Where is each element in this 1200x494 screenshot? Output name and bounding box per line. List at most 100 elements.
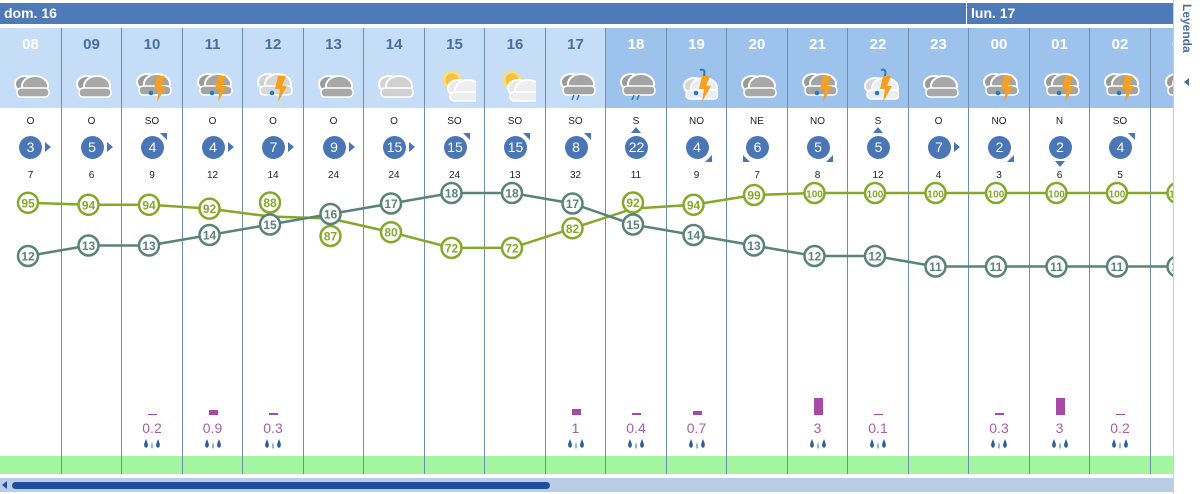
svg-text:11: 11 xyxy=(1171,260,1173,274)
wind-speed: 8 xyxy=(564,136,588,159)
precip-value: 0.4 xyxy=(626,420,646,436)
hour-label: 22 xyxy=(869,36,887,53)
precip-bar xyxy=(571,409,581,415)
wind-direction: SO xyxy=(144,116,160,127)
hour-band: 16 xyxy=(485,28,545,108)
hour-label: 16 xyxy=(506,36,524,53)
wind-direction: SO xyxy=(447,116,462,127)
precip-value: 0.3 xyxy=(989,420,1009,436)
temperature-point: 12 xyxy=(16,244,40,268)
humidity-point: 94 xyxy=(682,193,705,217)
scrollbar-thumb[interactable] xyxy=(12,482,550,489)
cloudy-icon xyxy=(73,66,113,102)
wind-arrow-icon xyxy=(106,142,113,152)
wind-speed: 22 xyxy=(625,136,648,159)
temperature-point: 18 xyxy=(440,181,463,205)
wind-arrow-icon xyxy=(825,155,833,162)
precip-bar xyxy=(269,413,278,415)
svg-text:13: 13 xyxy=(142,239,156,253)
scroll-left-arrow-icon[interactable] xyxy=(2,481,7,489)
wind-gust: 9 xyxy=(149,170,155,181)
storm-icon xyxy=(133,66,173,102)
hour-column-19: 19 NO 4 9 0.7 xyxy=(665,28,727,474)
svg-text:13: 13 xyxy=(82,239,96,253)
hour-column-11: 11 O 4 12 0.9 xyxy=(181,28,243,474)
storm-icon xyxy=(1101,66,1141,102)
hour-column-22: 22 S 5 12 0.1 xyxy=(847,28,908,474)
hour-column-12: 12 O 7 14 0.3 xyxy=(242,28,303,474)
cloudy-icon xyxy=(315,66,355,102)
wind-speed: 7 xyxy=(927,136,951,159)
wind-gust: 5 xyxy=(1117,170,1123,181)
svg-text:15: 15 xyxy=(626,218,640,232)
storm-icon xyxy=(1162,66,1173,102)
storm-icon xyxy=(1041,66,1081,102)
hour-label: 11 xyxy=(204,36,221,53)
wind-speed: 4 xyxy=(141,136,164,159)
humidity-point: 94 xyxy=(137,193,161,217)
precip-value: 0.9 xyxy=(202,420,223,436)
wind-gust: 24 xyxy=(327,170,340,181)
wind-arrow-icon xyxy=(631,127,641,133)
cloudy-icon xyxy=(11,66,51,102)
hour-band: 03 xyxy=(1150,28,1173,108)
temperature-point: 14 xyxy=(198,223,221,247)
svg-text:12: 12 xyxy=(868,250,882,264)
rain-drops-icon xyxy=(969,438,1029,453)
svg-text:92: 92 xyxy=(626,196,640,210)
status-strip xyxy=(727,456,787,474)
hour-band: 11 xyxy=(182,28,243,108)
hour-column-18: 18 S 22 11 0.4 xyxy=(605,28,666,474)
hour-band: 21 xyxy=(787,28,848,108)
rain-drops-icon xyxy=(243,438,303,453)
precip-value: 0.2 xyxy=(1110,420,1130,436)
wind-speed: 4 xyxy=(685,136,709,159)
wind-speed: 5 xyxy=(867,136,890,159)
rain-drops-icon xyxy=(183,438,243,453)
hour-label: 10 xyxy=(143,36,161,53)
legend-toggle[interactable]: Leyenda xyxy=(1173,0,1200,494)
temperature-point: 15 xyxy=(621,213,645,236)
svg-text:95: 95 xyxy=(21,196,35,210)
temperature-point: 13 xyxy=(77,234,100,257)
wind-gust: 13 xyxy=(509,170,521,181)
humidity-point: 95 xyxy=(16,191,40,215)
horizontal-scrollbar[interactable] xyxy=(0,478,1173,492)
wind-arrow-icon xyxy=(1007,155,1014,162)
wind-arrow-icon xyxy=(288,142,294,152)
status-strip xyxy=(485,456,545,474)
svg-text:87: 87 xyxy=(324,230,338,244)
temperature-point: 18 xyxy=(500,181,524,205)
hour-band: 00 xyxy=(969,28,1029,108)
precip-bar xyxy=(692,411,702,415)
hour-band: 10 xyxy=(122,28,182,108)
wind-direction: NO xyxy=(689,116,704,127)
forecast-scroll-area: dom. 16 lun. 17 08 O 3 7 09 O 5 6 10 SO … xyxy=(0,3,1173,492)
wind-direction: SO xyxy=(1112,116,1128,127)
hour-column-01: 01 N 2 6 3 xyxy=(1028,28,1090,474)
hour-column-00: 00 NO 2 3 0.3 xyxy=(968,28,1029,474)
wind-speed: 5 xyxy=(80,136,104,159)
precip-bar xyxy=(995,413,1004,415)
hour-label: 12 xyxy=(264,36,282,53)
svg-text:100: 100 xyxy=(927,190,944,201)
status-strip xyxy=(182,456,243,474)
wind-arrow-icon xyxy=(160,133,167,140)
hour-label: 17 xyxy=(567,36,584,53)
temperature-point: 11 xyxy=(1045,255,1068,278)
wind-speed: 9 xyxy=(322,136,346,159)
wind-direction: S xyxy=(632,116,640,127)
hour-label: 08 xyxy=(22,36,39,53)
wind-direction: O xyxy=(269,116,277,127)
status-strip xyxy=(243,456,303,474)
hour-band: 17 xyxy=(545,28,606,108)
status-strip xyxy=(424,456,485,474)
humidity-point: 100 xyxy=(803,181,826,205)
humidity-point: 87 xyxy=(319,224,342,248)
svg-text:100: 100 xyxy=(867,190,884,201)
wind-arrow-icon xyxy=(1128,133,1135,140)
temperature-point: 11 xyxy=(1105,255,1129,278)
hour-band: 15 xyxy=(424,28,485,108)
hour-band: 09 xyxy=(61,28,122,108)
day-header-sunday: dom. 16 xyxy=(0,3,966,24)
